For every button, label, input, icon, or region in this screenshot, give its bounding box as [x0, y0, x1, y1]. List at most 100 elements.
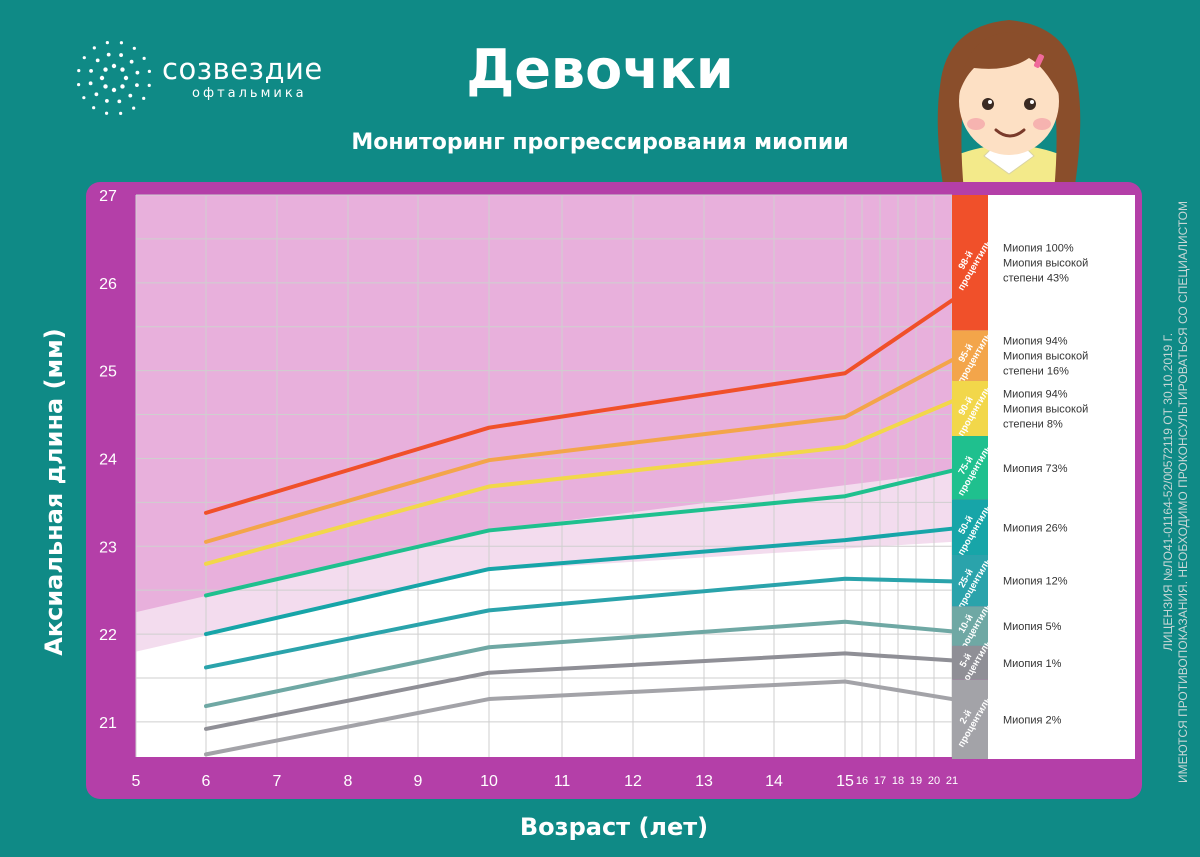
- logo-star: [77, 68, 81, 73]
- logo-star: [147, 69, 151, 73]
- page-title: Девочки: [466, 38, 734, 101]
- logo-star: [142, 56, 146, 60]
- legend-entry: Миопия 12%: [1003, 576, 1068, 588]
- logo-star: [129, 59, 134, 64]
- x-tick-label-small: 17: [874, 775, 886, 787]
- percentile-band: [952, 380, 988, 437]
- legend-entry: Миопия 94% Миопия высокой степени 16%: [1003, 335, 1088, 377]
- percentile-band: [952, 555, 988, 607]
- logo-star: [88, 81, 93, 86]
- series-line: [204, 651, 954, 731]
- logo-star: [119, 41, 124, 45]
- risk-zone-pink: [136, 195, 952, 613]
- x-tick-label: 9: [414, 773, 423, 790]
- percentile-band: [952, 330, 988, 381]
- logo-star: [142, 96, 146, 100]
- y-axis-ticks: 21 22 23 24 25 26 27: [99, 188, 117, 732]
- logo-star: [128, 93, 133, 98]
- girl-illustration: [937, 20, 1081, 192]
- percentile-band: [952, 436, 988, 500]
- legend-entry: Миопия 73%: [1003, 463, 1068, 475]
- percentile-band: [952, 195, 988, 331]
- logo-star: [89, 69, 93, 73]
- x-tick-label: 13: [695, 773, 713, 790]
- y-tick-label: 26: [99, 276, 117, 293]
- logo-star: [104, 111, 109, 115]
- y-tick-label: 21: [99, 715, 117, 732]
- percentile-band: [952, 645, 988, 680]
- x-tick-label-small: 18: [892, 775, 904, 787]
- logo-star: [99, 75, 105, 81]
- logo-star: [132, 46, 136, 50]
- logo-star: [119, 53, 123, 57]
- y-tick-label: 24: [99, 451, 117, 468]
- x-tick-label: 7: [273, 773, 282, 790]
- logo-star: [120, 67, 125, 72]
- logo-star: [111, 87, 117, 93]
- x-axis-label: Возраст (лет): [520, 813, 708, 841]
- x-tick-label-small: 20: [928, 775, 940, 787]
- legend-entry: Миопия 94% Миопия высокой степени 8%: [1003, 388, 1088, 430]
- x-axis-ticks: 5 6 7 8 9 10 11 12 13 14 15 16 17 18 19 20 21: [132, 773, 959, 790]
- logo-star: [92, 106, 96, 110]
- x-tick-label: 12: [624, 773, 642, 790]
- x-tick-label: 11: [554, 773, 571, 790]
- legend-entry: Миопия 100% Миопия высокой степени 43%: [1003, 243, 1088, 285]
- logo-star: [106, 52, 111, 57]
- legend-entry: Миопия 2%: [1003, 714, 1062, 726]
- legend-entry: Миопия 26%: [1003, 522, 1068, 534]
- logo-star: [111, 63, 117, 69]
- x-tick-label: 6: [202, 773, 211, 790]
- logo-star: [82, 96, 86, 100]
- x-tick-label: 8: [344, 773, 353, 790]
- percentile-lines: [204, 298, 954, 757]
- brand-logo: созвездие офтальмика: [74, 38, 322, 118]
- chart-title: Мониторинг прогрессирования миопии: [351, 130, 849, 155]
- series-line: [204, 576, 954, 670]
- logo-star: [132, 106, 136, 110]
- x-tick-label-small: 21: [946, 775, 958, 787]
- logo-star: [135, 83, 139, 87]
- legend: Миопия 100% Миопия высокой степени 43% Миоп…: [1003, 243, 1088, 727]
- series-line: [204, 526, 954, 637]
- y-tick-label: 23: [99, 539, 117, 556]
- logo-star: [135, 70, 140, 75]
- y-tick-label: 25: [99, 364, 117, 381]
- x-tick-label: 14: [765, 773, 783, 790]
- series-line: [204, 468, 954, 598]
- x-tick-label: 15: [836, 773, 854, 790]
- y-axis-label: Аксиальная длина (мм): [40, 328, 68, 655]
- y-tick-label: 22: [99, 627, 117, 644]
- percentile-band: [952, 679, 988, 759]
- constellation-icon: [77, 41, 151, 115]
- x-tick-label: 5: [132, 773, 141, 790]
- logo-star: [94, 92, 99, 97]
- logo-star: [103, 67, 108, 72]
- brand-name: созвездие: [162, 52, 323, 86]
- x-tick-label: 10: [480, 773, 498, 790]
- series-line: [204, 679, 954, 757]
- percentile-band-column: 98-йпроцентиль95-йпроцентиль90-йпроценти…: [952, 195, 994, 759]
- logo-star: [123, 75, 129, 81]
- risk-zones: [136, 195, 952, 652]
- series-line: [204, 399, 954, 566]
- x-tick-label-small: 16: [856, 775, 868, 787]
- logo-star: [105, 41, 109, 45]
- x-tick-label-small: 19: [910, 775, 922, 787]
- logo-star: [77, 83, 81, 87]
- brand-subtitle: офтальмика: [192, 86, 307, 101]
- series-line: [204, 298, 954, 515]
- logo-star: [120, 84, 125, 89]
- legend-panel: [988, 195, 1135, 759]
- legend-entry: Миопия 1%: [1003, 658, 1062, 670]
- y-tick-label: 27: [99, 188, 117, 205]
- percentile-band: [952, 606, 988, 646]
- percentile-band: [952, 499, 988, 556]
- logo-star: [119, 111, 123, 115]
- logo-star: [95, 58, 100, 63]
- series-line: [204, 358, 954, 544]
- logo-star: [82, 56, 86, 60]
- logo-star: [147, 83, 151, 88]
- logo-star: [92, 46, 96, 50]
